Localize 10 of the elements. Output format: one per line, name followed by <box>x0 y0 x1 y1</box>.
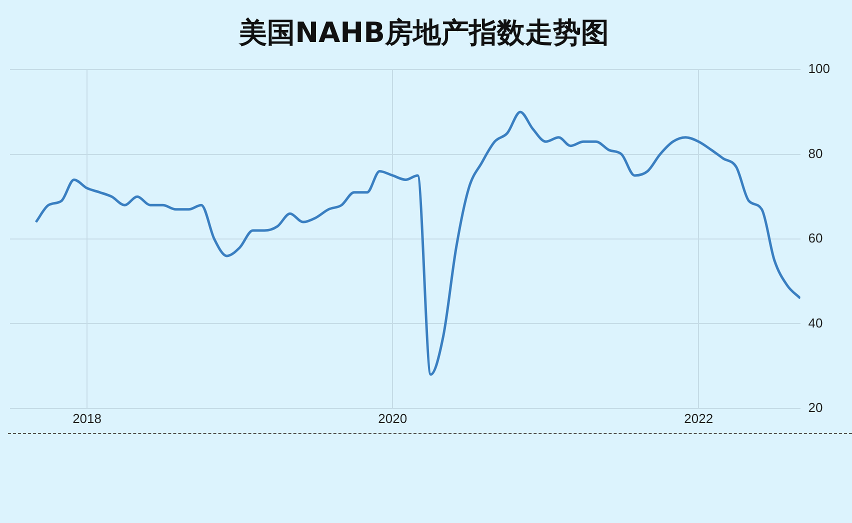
x-tick-label: 2022 <box>684 410 714 426</box>
chart-title: 美国NAHB房地产指数走势图 <box>238 16 609 50</box>
y-tick-label: 60 <box>808 230 823 246</box>
y-tick-label: 20 <box>808 400 823 415</box>
y-tick-label: 100 <box>808 61 830 76</box>
x-tick-label: 2020 <box>378 410 408 426</box>
x-tick-label: 2018 <box>72 410 102 426</box>
line-series <box>34 110 800 376</box>
y-tick-label: 80 <box>808 146 823 161</box>
y-tick-label: 40 <box>808 315 823 330</box>
